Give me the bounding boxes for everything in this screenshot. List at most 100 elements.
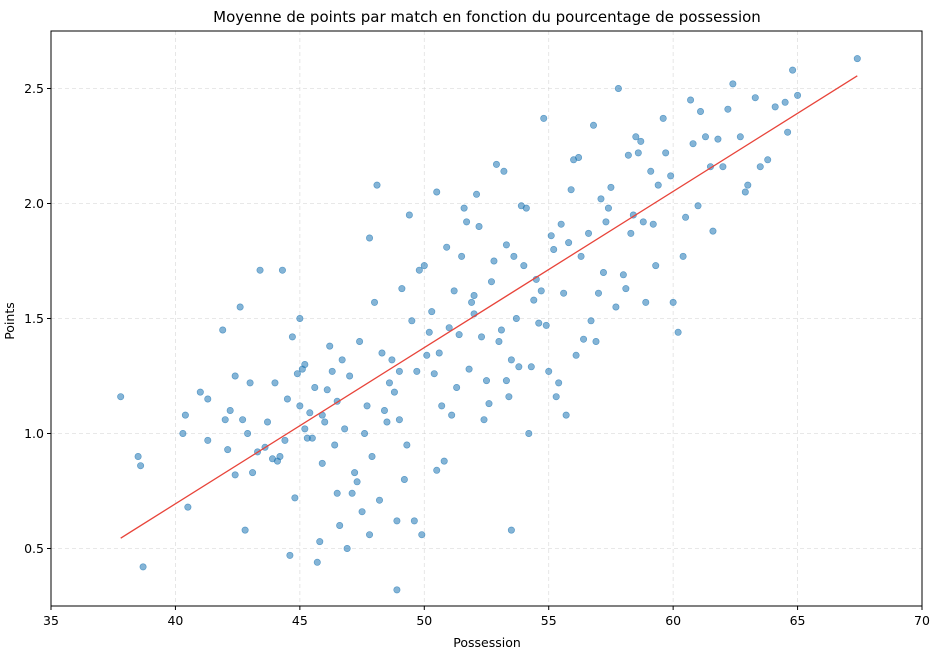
scatter-point [537,287,545,295]
scatter-point [455,331,463,339]
scatter-point [771,103,779,111]
x-tick-label: 35 [43,613,59,628]
scatter-point [517,202,525,210]
scatter-point [425,328,433,336]
scatter-point [353,478,361,486]
scatter-point [316,538,324,546]
scatter-point [179,429,187,437]
scatter-point [231,471,239,479]
scatter-point [682,213,690,221]
scatter-point [196,388,204,396]
scatter-point [321,418,329,426]
scatter-point [336,521,344,529]
scatter-point [236,303,244,311]
scatter-point [276,452,284,460]
scatter-point [244,429,252,437]
scatter-point [271,379,279,387]
scatter-point [393,517,401,525]
scatter-point [328,367,336,375]
x-tick-label: 60 [665,613,681,628]
scatter-point [567,186,575,194]
scatter-point [669,298,677,306]
scatter-point [560,289,568,297]
scatter-point [296,402,304,410]
scatter-point [502,377,510,385]
scatter-point [562,411,570,419]
scatter-point [288,333,296,341]
x-tick-label: 50 [416,613,432,628]
scatter-point [622,285,630,293]
scatter-point [383,418,391,426]
scatter-point [458,252,466,260]
scatter-point [507,526,515,534]
scatter-point [410,517,418,525]
scatter-point [117,393,125,401]
scatter-point [408,317,416,325]
scatter-points [117,55,861,594]
scatter-point [318,459,326,467]
scatter-point [403,441,411,449]
scatter-point [420,262,428,270]
scatter-point [296,314,304,322]
scatter-point [789,66,797,74]
scatter-point [547,232,555,240]
scatter-point [137,462,145,470]
scatter-point [473,190,481,198]
x-tick-label: 40 [167,613,183,628]
scatter-point [597,195,605,203]
scatter-point [674,328,682,336]
scatter-point [781,98,789,106]
scatter-point [510,252,518,260]
scatter-point [719,163,727,171]
scatter-point [423,351,431,359]
scatter-point [744,181,752,189]
scatter-point [226,406,234,414]
scatter-point [500,167,508,175]
scatter-point [341,425,349,433]
scatter-point [388,356,396,364]
scatter-point [478,333,486,341]
scatter-point [298,365,306,373]
scatter-point [278,266,286,274]
scatter-point [592,337,600,345]
scatter-point [594,289,602,297]
y-tick-label: 1.0 [24,426,44,441]
scatter-point [393,586,401,594]
scatter-point [697,108,705,116]
x-tick-label: 70 [914,613,930,628]
scatter-point [413,367,421,375]
scatter-point [736,133,744,141]
scatter-point [371,298,379,306]
scatter-point [398,285,406,293]
scatter-point [475,223,483,231]
scatter-point [687,96,695,104]
scatter-point [756,163,764,171]
scatter-point [395,416,403,424]
scatter-point [351,469,359,477]
y-tick-label: 1.5 [24,311,44,326]
scatter-point [764,156,772,164]
scatter-point [542,321,550,329]
scatter-point [487,278,495,286]
scatter-point [784,128,792,136]
scatter-point [634,149,642,157]
scatter-point [741,188,749,196]
scatter-point [264,418,272,426]
scatter-point [231,372,239,380]
scatter-point [281,436,289,444]
scatter-point [525,429,533,437]
scatter-point [602,218,610,226]
scatter-point [505,393,513,401]
scatter-point [440,457,448,465]
scatter-point [366,234,374,242]
scatter-point [356,337,364,345]
y-axis-ticks: 0.5 1.0 1.5 2.0 2.5 [24,81,51,556]
scatter-point [291,494,299,502]
scatter-point [585,229,593,237]
scatter-point [433,188,441,196]
scatter-point [361,429,369,437]
scatter-point [219,326,227,334]
scatter-point [448,411,456,419]
scatter-point [652,262,660,270]
scatter-point [794,91,802,99]
